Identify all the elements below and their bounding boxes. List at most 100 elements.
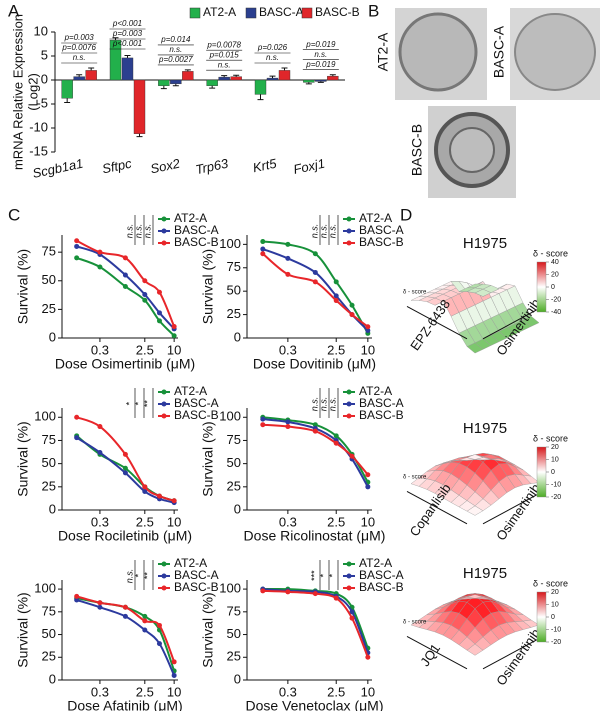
legend-label: AT2-A [203, 5, 236, 19]
axis-arrow [406, 635, 468, 670]
significance-label: n.s. [133, 224, 143, 239]
significance-label: p<0.001 [112, 39, 142, 48]
legend-marker [346, 561, 352, 567]
data-point [97, 600, 103, 606]
legend-label: BASC-A [359, 396, 404, 410]
significance-label: p=0.0076 [61, 43, 96, 52]
legend-swatch [189, 7, 201, 19]
legend-label: BASC-A [359, 568, 404, 582]
data-point [285, 419, 291, 425]
y-axis-label: Survival (%) [200, 249, 216, 324]
x-tick-label: 2.5 [136, 684, 154, 699]
legend-marker [161, 561, 167, 567]
x-tick-label: 2.5 [327, 514, 345, 529]
legend-label: AT2-A [174, 556, 207, 570]
significance-label: p=0.014 [160, 35, 191, 44]
significance-label: p=0.0027 [158, 55, 193, 64]
colorbar [536, 591, 547, 643]
micrograph-label: BASC-B [409, 124, 425, 176]
data-point [142, 292, 148, 298]
significance-label: p=0.019 [305, 60, 336, 69]
y-axis-label: Survival (%) [15, 421, 31, 496]
bar [61, 79, 73, 99]
colorbar-tick-label: -40 [551, 309, 561, 316]
micrograph-label: BASC-A [491, 25, 507, 78]
y-tick-label: 0 [49, 501, 56, 516]
legend-label: BASC-B [359, 408, 404, 422]
data-point [171, 672, 177, 678]
data-point [333, 440, 339, 446]
significance-label: p=0.026 [257, 43, 288, 52]
data-point [365, 328, 371, 334]
panel-label: B [368, 1, 379, 20]
data-point [312, 269, 318, 275]
error-bar [184, 69, 191, 72]
colorbar-tick-label: 20 [551, 444, 559, 451]
surface-patch [466, 454, 484, 460]
surface-patch [466, 283, 484, 289]
significance-label: n.s. [327, 397, 337, 412]
error-bar [160, 85, 167, 90]
bar [266, 77, 279, 81]
panel-label: C [8, 205, 20, 224]
x-axis-label: Dose Osimertinib (μM) [55, 356, 195, 372]
data-point [349, 312, 355, 318]
data-point [74, 414, 80, 420]
y-tick-label: 0 [49, 671, 56, 686]
data-point [74, 255, 80, 261]
y-tick-label: 50 [227, 626, 241, 641]
x-tick-label: 0.3 [91, 684, 109, 699]
colorbar-tick-label: -10 [551, 481, 561, 488]
data-point [122, 284, 128, 289]
colorbar-title: δ - score [533, 248, 568, 258]
data-point [97, 450, 103, 456]
error-bar [64, 98, 71, 104]
x-tick-label: 2.5 [327, 342, 345, 357]
y-tick-label: 50 [227, 283, 241, 298]
data-point [142, 278, 148, 284]
y-axis-label: Survival (%) [15, 592, 31, 667]
significance-label: n.s. [327, 224, 337, 239]
data-point [285, 589, 291, 595]
legend-swatch [301, 7, 313, 19]
data-point [142, 488, 148, 494]
data-point [156, 622, 162, 628]
micrograph [395, 8, 600, 198]
error-bar [269, 75, 276, 79]
data-point [142, 613, 148, 619]
data-point [260, 251, 266, 257]
y-tick-label: -10 [29, 119, 48, 134]
data-point [142, 618, 148, 624]
data-point [122, 255, 128, 261]
data-point [142, 297, 148, 303]
error-bar [124, 55, 131, 58]
legend-label: AT2-A [359, 384, 392, 398]
dose-response-curve [262, 589, 369, 658]
error-bar [233, 74, 240, 77]
significance-label: ** [142, 572, 152, 580]
legend-label: BASC-A [174, 568, 219, 582]
data-point [122, 272, 128, 278]
data-point [122, 465, 128, 471]
data-point [260, 239, 266, 245]
x-axis-label: Dose Ricolinostat (μM) [244, 528, 386, 544]
x-tick-label: Sox2 [149, 155, 182, 176]
legend-marker [161, 413, 167, 419]
y-tick-label: 50 [42, 455, 56, 470]
x-tick-label: 2.5 [136, 342, 154, 357]
legend-marker [161, 401, 167, 407]
chart-title: H1975 [463, 235, 507, 252]
axis-arrow [406, 305, 468, 340]
y-tick-label: 100 [219, 236, 241, 251]
data-point [74, 243, 80, 249]
legend-marker [346, 573, 352, 579]
legend-label: BASC-B [315, 5, 360, 19]
z-axis-label: δ - score [403, 290, 427, 296]
significance-label: p=0.019 [305, 40, 336, 49]
data-point [349, 609, 355, 615]
organoid [398, 12, 478, 92]
significance-label: * [318, 574, 328, 578]
panel-label: A [8, 1, 20, 20]
dose-response-curve [262, 588, 369, 654]
organoid [514, 13, 596, 91]
